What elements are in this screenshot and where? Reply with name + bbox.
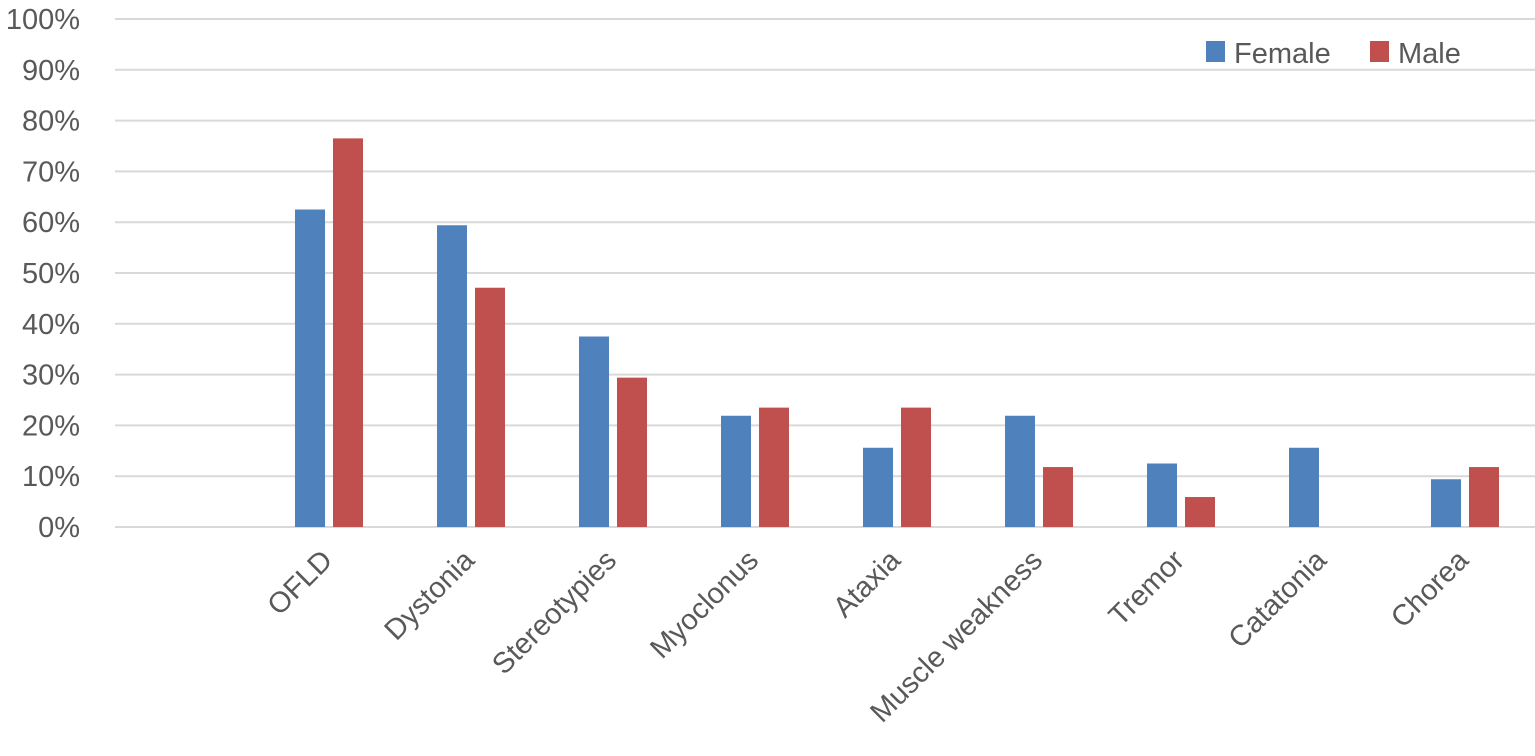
y-tick-label: 70% — [22, 156, 80, 188]
bar-female-4 — [863, 447, 893, 527]
bar-female-5 — [1005, 415, 1035, 527]
legend-label-male: Male — [1398, 38, 1461, 70]
bar-male-6 — [1185, 497, 1215, 527]
y-tick-label: 20% — [22, 410, 80, 442]
y-tick-label: 80% — [22, 106, 80, 138]
y-tick-label: 0% — [38, 512, 80, 544]
x-category-label: Ataxia — [827, 544, 907, 624]
legend-swatch-female — [1206, 41, 1225, 62]
bar-male-0 — [333, 138, 363, 527]
bar-female-8 — [1431, 479, 1461, 527]
y-tick-label: 90% — [22, 55, 80, 87]
y-tick-label: 30% — [22, 360, 80, 392]
y-axis-tick-labels: 0% 10% 20% 30% 40% 50% 60% 70% 80% 90% 100% — [6, 4, 80, 544]
x-category-label: Dystonia — [379, 544, 482, 647]
bar-female-7 — [1289, 447, 1319, 527]
bar-male-5 — [1043, 467, 1073, 527]
bar-female-1 — [437, 225, 467, 528]
y-tick-label: 10% — [22, 461, 80, 493]
x-category-label: Tremor — [1103, 544, 1191, 632]
bars — [295, 138, 1499, 528]
bar-female-3 — [721, 415, 751, 527]
x-axis-category-labels: OFLD Dystonia Stereotypies Myoclonus AtaxiaM… — [262, 544, 1476, 729]
gridlines — [115, 18, 1535, 528]
x-category-label: Catatonia — [1223, 544, 1334, 655]
y-tick-label: 50% — [22, 258, 80, 290]
y-tick-label: 100% — [6, 4, 80, 36]
x-category-label: Myoclonus — [644, 544, 765, 665]
y-tick-label: 40% — [22, 309, 80, 341]
bar-female-0 — [295, 209, 325, 527]
legend-label-female: Female — [1234, 38, 1331, 70]
bar-male-4 — [901, 407, 931, 527]
bar-female-2 — [579, 336, 609, 527]
bar-male-1 — [475, 287, 505, 527]
legend-swatch-male — [1370, 41, 1389, 62]
bar-male-8 — [1469, 467, 1499, 527]
bar-male-3 — [759, 407, 789, 527]
x-category-label: OFLD — [262, 544, 339, 621]
y-tick-label: 60% — [22, 207, 80, 239]
x-category-label: Stereotypies — [486, 544, 623, 681]
bar-female-6 — [1147, 463, 1177, 527]
legend: Female Male — [1206, 38, 1461, 70]
bar-male-2 — [617, 377, 647, 527]
x-category-label: Chorea — [1385, 544, 1475, 634]
